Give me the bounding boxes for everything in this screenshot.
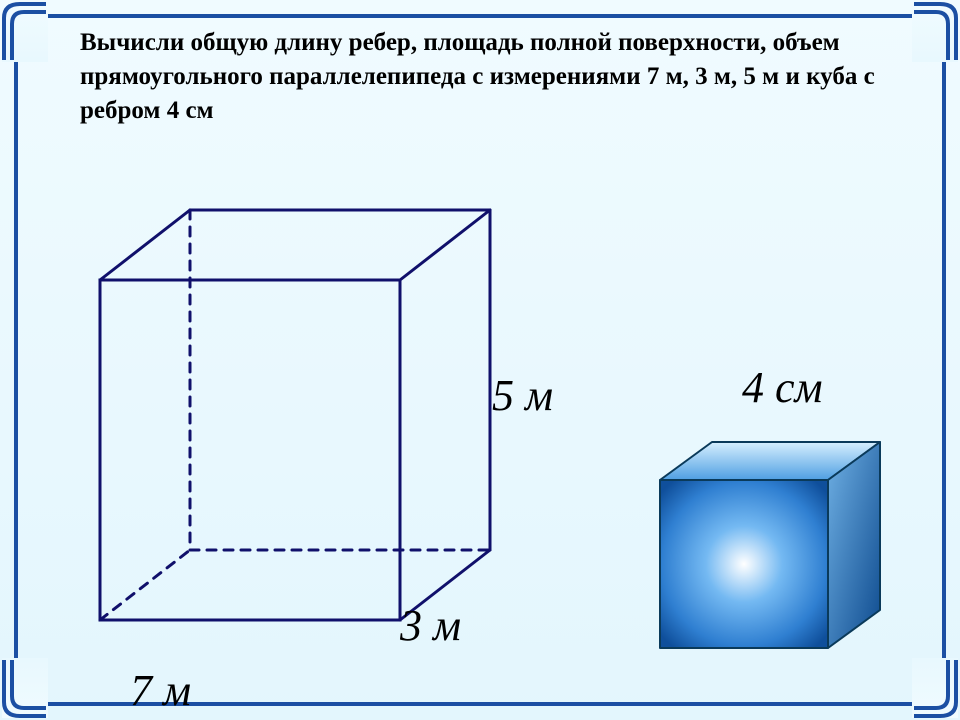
corner-ornament bbox=[2, 658, 48, 718]
parallelepiped-width-label: 3 м bbox=[400, 600, 461, 651]
parallelepiped-diagram bbox=[60, 190, 520, 660]
corner-ornament bbox=[912, 658, 958, 718]
cube-edge-label: 4 см bbox=[742, 362, 823, 413]
page: Вычисли общую длину ребер, площадь полно… bbox=[0, 0, 960, 720]
cube-diagram bbox=[640, 420, 890, 670]
corner-ornament bbox=[2, 2, 48, 62]
parallelepiped-height-label: 5 м bbox=[492, 370, 553, 421]
parallelepiped-length-label: 7 м bbox=[130, 665, 191, 716]
corner-ornament bbox=[912, 2, 958, 62]
problem-text: Вычисли общую длину ребер, площадь полно… bbox=[80, 26, 900, 127]
